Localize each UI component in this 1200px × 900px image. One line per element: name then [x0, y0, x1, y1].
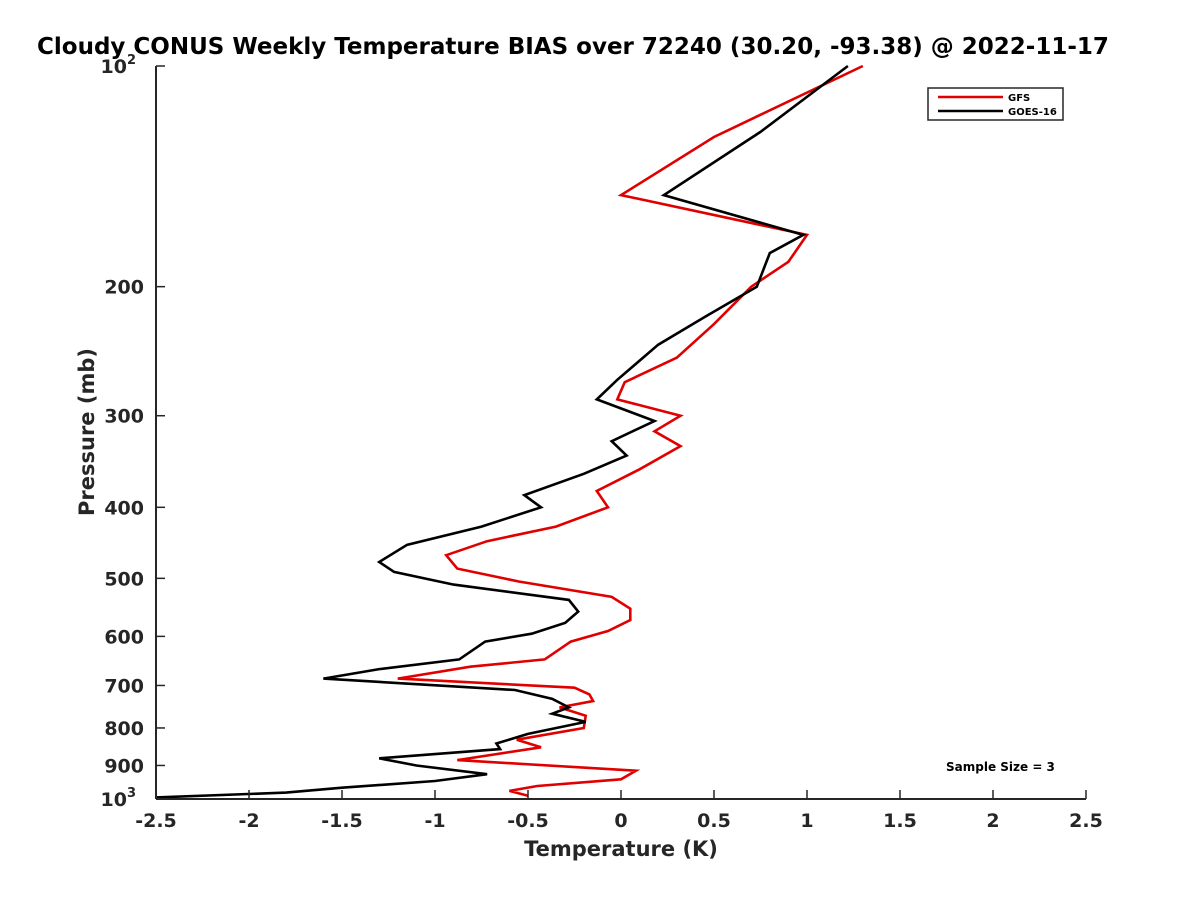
series-group [155, 64, 864, 799]
x-tick-label: -0.5 [507, 810, 549, 832]
series-line-gfs [397, 64, 864, 798]
y-tick-label: 900 [104, 755, 144, 777]
y-tick-label: 102 [101, 53, 137, 78]
x-tick-label: -2 [238, 810, 259, 832]
series-line-goes16 [155, 64, 849, 799]
x-tick-label: -1.5 [321, 810, 363, 832]
plot-area [156, 66, 1086, 799]
y-tick-label: 103 [101, 786, 137, 811]
x-tick-label: -2.5 [135, 810, 177, 832]
legend-label-gfs: GFS [1008, 93, 1030, 104]
y-axis-label: Pressure (mb) [75, 348, 99, 516]
x-tick-label: 0.5 [697, 810, 731, 832]
legend-box [927, 87, 1064, 121]
y-ticks: 102 200 300 400 500 600 700 800 900 103 [101, 53, 165, 811]
x-axis-label: Temperature (K) [524, 837, 718, 861]
y-tick-label: 200 [104, 277, 144, 299]
x-tick-label: -1 [424, 810, 445, 832]
y-tick-label: 800 [104, 718, 144, 740]
y-tick-label: 500 [104, 568, 144, 590]
x-tick-label: 2.5 [1069, 810, 1103, 832]
x-ticks: -2.5 -2 -1.5 -1 -0.5 0 0.5 1 1.5 2 2.5 [135, 790, 1103, 832]
y-tick-label: 700 [104, 675, 144, 697]
x-tick-label: 1.5 [883, 810, 917, 832]
legend: GFS GOES-16 [927, 87, 1064, 121]
y-tick-label: 400 [104, 497, 144, 519]
sample-size-annotation: Sample Size = 3 [946, 760, 1055, 774]
x-tick-label: 2 [986, 810, 999, 832]
x-tick-label: 0 [614, 810, 627, 832]
y-tick-label: 300 [104, 406, 144, 428]
x-tick-label: 1 [800, 810, 813, 832]
y-tick-label: 600 [104, 626, 144, 648]
chart-title: Cloudy CONUS Weekly Temperature BIAS ove… [37, 34, 1109, 60]
legend-label-goes16: GOES-16 [1008, 107, 1057, 118]
